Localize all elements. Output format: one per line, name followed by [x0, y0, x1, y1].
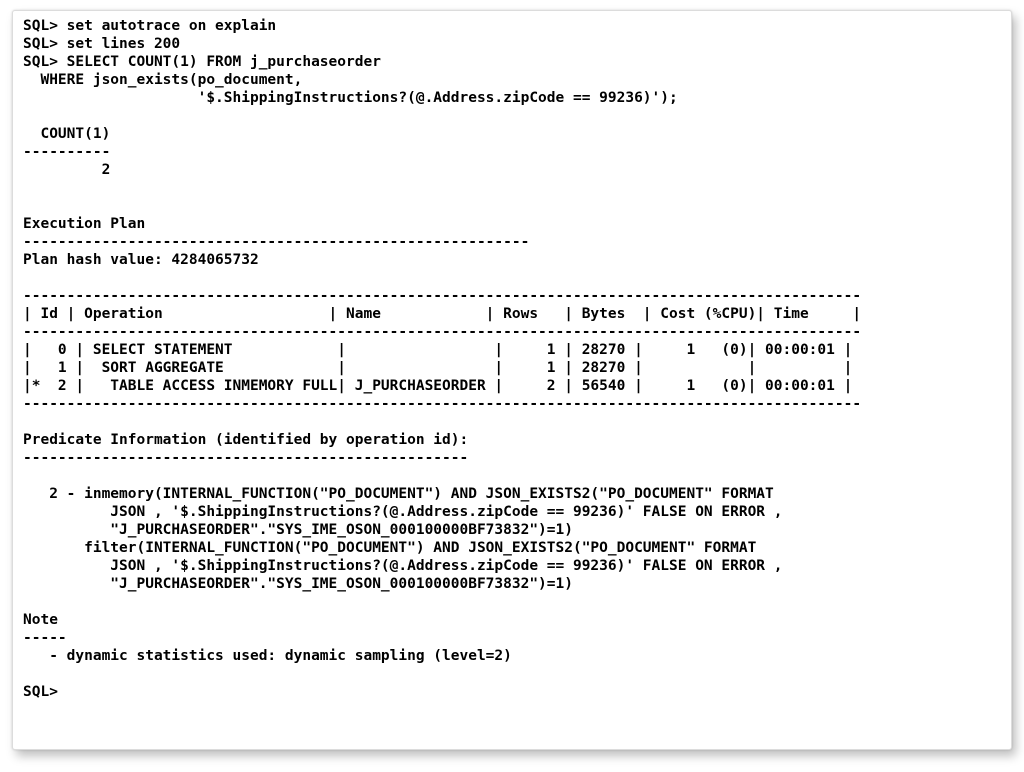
terminal-output: SQL> set autotrace on explain SQL> set l… [23, 17, 1001, 701]
terminal-panel: SQL> set autotrace on explain SQL> set l… [12, 10, 1012, 750]
